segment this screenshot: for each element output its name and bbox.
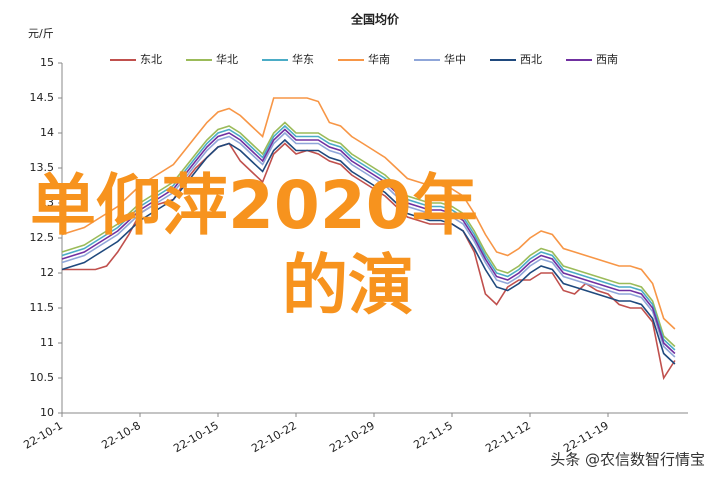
overlay-text: 的演 xyxy=(282,247,414,324)
legend-label: 华北 xyxy=(216,52,238,66)
x-tick-label: 22-11-12 xyxy=(483,419,533,455)
x-tick-label: 22-10-8 xyxy=(99,419,143,452)
y-tick-label: 11.5 xyxy=(30,301,55,314)
y-tick-label: 13 xyxy=(40,196,54,209)
legend-label: 华东 xyxy=(292,52,314,66)
legend-label: 华南 xyxy=(368,52,390,66)
y-tick-label: 14 xyxy=(40,126,54,139)
y-tick-label: 13.5 xyxy=(30,161,55,174)
overlay-text: 单仰萍2020年 xyxy=(30,167,478,244)
series-line xyxy=(61,97,676,330)
x-tick-label: 22-10-22 xyxy=(249,419,299,455)
y-tick-label: 10 xyxy=(40,406,54,419)
y-tick-label: 15 xyxy=(40,56,54,69)
x-tick-label: 22-10-15 xyxy=(171,419,221,455)
y-tick-label: 12.5 xyxy=(30,231,55,244)
series-line xyxy=(61,128,676,355)
series-line xyxy=(61,121,676,348)
series-line xyxy=(62,142,676,381)
series-line xyxy=(61,138,676,365)
x-tick-label: 22-10-1 xyxy=(21,419,65,452)
y-tick-label: 11 xyxy=(40,336,54,349)
y-axis-label: 元/斤 xyxy=(28,27,54,40)
y-tick-label: 12 xyxy=(40,266,54,279)
y-tick-label: 14.5 xyxy=(30,91,55,104)
legend-label: 西南 xyxy=(596,53,618,66)
chart-title: 全国均价 xyxy=(350,12,400,27)
legend-label: 西北 xyxy=(520,53,542,66)
series-line xyxy=(61,131,676,358)
footer: 头条 @农信数智行情宝 xyxy=(550,451,705,469)
legend-label: 华中 xyxy=(444,52,466,66)
x-tick-label: 22-10-29 xyxy=(327,419,377,455)
y-tick-label: 10.5 xyxy=(30,371,55,384)
legend-label: 东北 xyxy=(140,53,162,66)
x-tick-label: 22-11-5 xyxy=(411,419,455,452)
series-line xyxy=(61,124,676,351)
